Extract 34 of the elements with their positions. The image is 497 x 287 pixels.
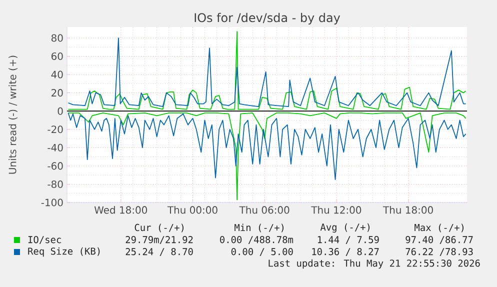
y-tick-label: -20: [48, 126, 63, 134]
x-tick-label: Wed 18:00: [94, 206, 148, 214]
y-tick-label: -100: [41, 198, 63, 206]
legend-label: IO/sec: [28, 236, 61, 244]
line-series: [68, 112, 466, 180]
y-tick-label: 0: [58, 107, 63, 115]
y-tick-label: -80: [48, 180, 63, 188]
text: 10.36 / 8.27: [312, 248, 379, 256]
text: Min (-/+): [234, 224, 284, 232]
y-tick-label: 40: [51, 70, 63, 78]
legend-label: Req Size (KB): [28, 247, 100, 257]
y-tick-label: 20: [52, 89, 63, 97]
y-tick-label: 80: [51, 34, 63, 42]
text: 29.79m/21.92: [126, 236, 193, 244]
y-tick-label: 60: [52, 52, 63, 60]
text: Avg (-/+): [320, 223, 370, 233]
x-tick-label: Thu 12:00: [311, 206, 362, 214]
line-series: [68, 112, 466, 200]
x-tick-label: Thu 18:00: [383, 206, 433, 214]
text: Max (-/+): [414, 224, 464, 232]
y-axis-title: Units read (-) / write (+): [8, 56, 18, 174]
text: Cur (-/+): [134, 224, 184, 232]
text: 25.24 / 8.70: [126, 248, 193, 256]
text: 0.00 /488.78m: [220, 236, 294, 244]
text: 0.00 / 5.00: [231, 248, 293, 256]
y-tick-label: -40: [48, 144, 63, 152]
text: Last update: Thu May 21 22:55:30 2026: [268, 259, 480, 269]
x-tick-label: Thu 00:00: [167, 206, 218, 214]
x-tick-label: Thu 06:00: [239, 206, 290, 214]
text: 97.40 /86.77: [406, 236, 473, 244]
y-tick-label: -60: [48, 162, 63, 170]
text: 1.44 / 7.59: [318, 236, 379, 244]
chart-title: IOs for /dev/sda - by day: [194, 12, 340, 24]
text: 76.22 /78.93: [406, 248, 473, 256]
